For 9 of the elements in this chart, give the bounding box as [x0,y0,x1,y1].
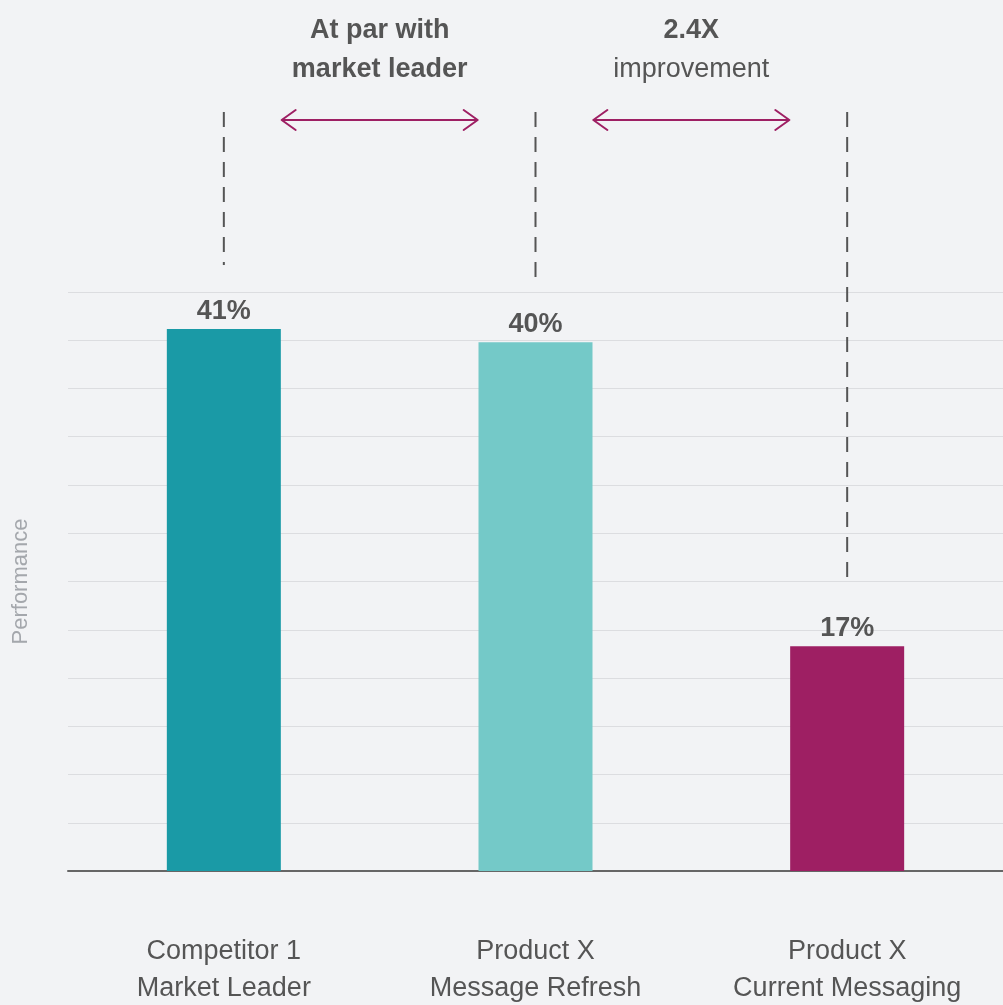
data-label: 41% [196,294,251,325]
x-tick-label: Product X Message Refresh [429,934,642,1002]
x-tick-label: Competitor 1 Market Leader [136,934,311,1002]
x-tick-label: Product X Current Messaging [733,934,962,1002]
text: 2.4X improvement [613,13,770,85]
text: At par with market leader [291,13,468,85]
data-label: 40% [508,307,563,338]
data-label: 17% [820,611,875,642]
y-axis-title: Performance [6,518,32,645]
